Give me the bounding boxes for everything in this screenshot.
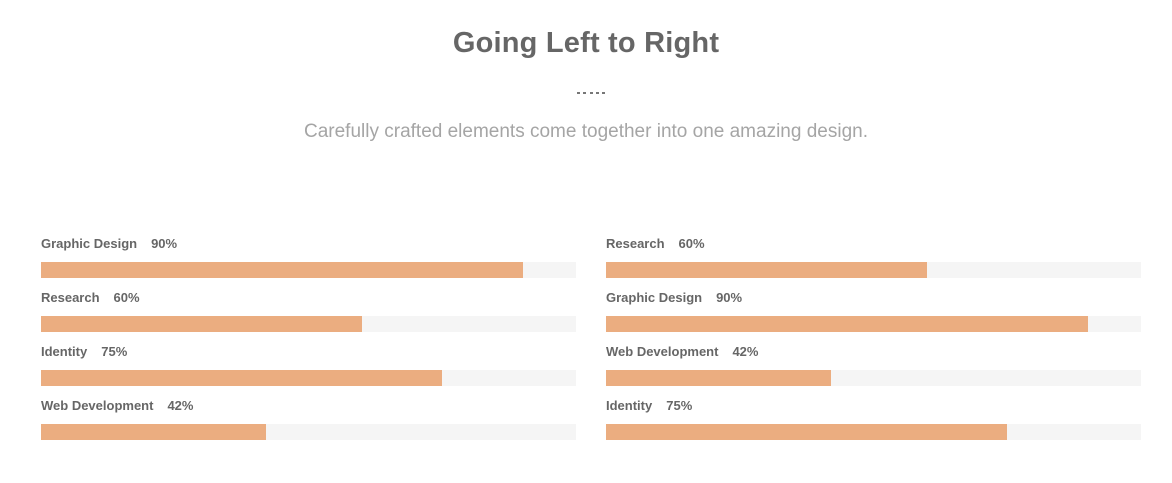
progress-fill xyxy=(41,424,266,440)
skill-name: Graphic Design xyxy=(606,290,703,305)
title-divider xyxy=(577,92,605,94)
skill-item: Identity 75% xyxy=(41,342,576,396)
progress-track xyxy=(606,370,1141,386)
progress-fill xyxy=(606,370,831,386)
skill-label: Graphic Design 90% xyxy=(41,234,576,254)
skill-percent: 60% xyxy=(113,290,140,305)
progress-track xyxy=(606,316,1141,332)
skill-label: Research 60% xyxy=(41,288,576,308)
skill-label: Identity 75% xyxy=(41,342,576,362)
progress-fill xyxy=(606,316,1088,332)
skill-name: Identity xyxy=(41,344,88,359)
skill-percent: 90% xyxy=(151,236,178,251)
progress-fill xyxy=(606,424,1008,440)
progress-track xyxy=(606,262,1141,278)
skill-name: Web Development xyxy=(41,398,154,413)
skills-column-right: Research 60% Graphic Design 90% Web Develo… xyxy=(606,234,1141,450)
skill-item: Identity 75% xyxy=(606,396,1141,450)
skill-label: Web Development 42% xyxy=(41,396,576,416)
progress-track xyxy=(41,424,576,440)
skill-item: Graphic Design 90% xyxy=(41,234,576,288)
progress-fill xyxy=(41,316,362,332)
progress-fill xyxy=(606,262,927,278)
skill-item: Graphic Design 90% xyxy=(606,288,1141,342)
skill-name: Research xyxy=(41,290,100,305)
skill-item: Research 60% xyxy=(606,234,1141,288)
skills-column-left: Graphic Design 90% Research 60% Identity 75… xyxy=(41,234,576,450)
skill-label: Research 60% xyxy=(606,234,1141,254)
skill-name: Identity xyxy=(606,398,653,413)
skill-percent: 90% xyxy=(716,290,743,305)
skill-name: Web Development xyxy=(606,344,719,359)
skill-percent: 75% xyxy=(101,344,128,359)
skill-label: Graphic Design 90% xyxy=(606,288,1141,308)
skill-item: Web Development 42% xyxy=(606,342,1141,396)
skill-name: Graphic Design xyxy=(41,236,138,251)
skill-item: Research 60% xyxy=(41,288,576,342)
skill-percent: 75% xyxy=(666,398,693,413)
section-title: Going Left to Right xyxy=(452,27,720,59)
skill-label: Web Development 42% xyxy=(606,342,1141,362)
section-subtitle: Carefully crafted elements come together… xyxy=(304,121,868,142)
progress-fill xyxy=(41,262,523,278)
progress-fill xyxy=(41,370,443,386)
skill-item: Web Development 42% xyxy=(41,396,576,450)
progress-track xyxy=(41,370,576,386)
progress-track xyxy=(606,424,1141,440)
skill-name: Research xyxy=(606,236,665,251)
progress-track xyxy=(41,262,576,278)
skill-percent: 42% xyxy=(167,398,194,413)
progress-track xyxy=(41,316,576,332)
skill-label: Identity 75% xyxy=(606,396,1141,416)
skill-percent: 60% xyxy=(678,236,705,251)
skill-percent: 42% xyxy=(732,344,759,359)
